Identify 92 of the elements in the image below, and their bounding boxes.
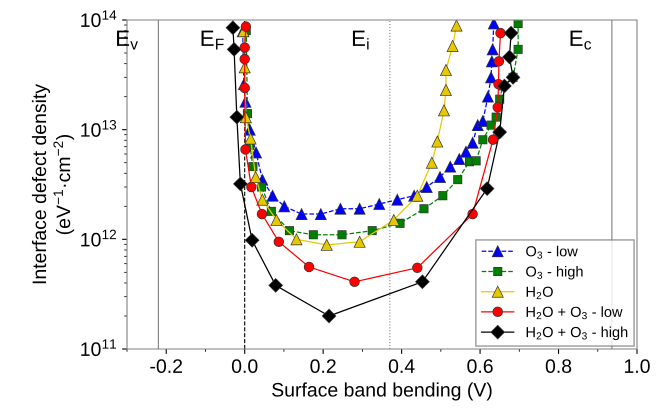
point	[486, 43, 499, 56]
point	[453, 175, 462, 184]
point	[304, 262, 314, 272]
point	[233, 176, 248, 192]
point	[502, 50, 517, 64]
ref-line-label: E$_{F}$	[202, 30, 224, 50]
ref-line-label: E$_{c}$	[570, 30, 592, 50]
point	[244, 233, 260, 248]
point	[314, 208, 327, 220]
point	[412, 262, 423, 274]
point	[334, 202, 346, 215]
legend-label: H$_{2}$O	[526, 286, 553, 300]
point	[488, 134, 498, 145]
point	[492, 102, 503, 112]
legend-label: H$_{2}$O + O$_{3}$ - low	[526, 306, 623, 320]
point	[266, 190, 278, 202]
point	[240, 144, 251, 155]
point	[453, 153, 466, 165]
y-tick-label: 10$^{11}$	[81, 339, 116, 356]
point	[337, 230, 346, 240]
x-tick-label: 0.8	[546, 359, 572, 374]
point	[239, 42, 250, 53]
y-tick-label: 10$^{13}$	[81, 120, 116, 137]
point	[492, 124, 507, 140]
point	[250, 171, 262, 183]
point	[239, 54, 250, 64]
point	[256, 194, 268, 206]
point	[431, 136, 444, 148]
point	[472, 156, 481, 166]
point	[290, 233, 302, 246]
x-axis-title: Surface band bending (V)	[272, 382, 492, 401]
point	[278, 200, 290, 212]
point	[388, 214, 400, 226]
point	[450, 20, 462, 32]
point	[354, 236, 366, 248]
point	[494, 56, 504, 67]
point	[320, 238, 333, 251]
point	[296, 208, 308, 220]
point	[244, 132, 256, 144]
point	[495, 28, 506, 38]
x-tick-label: 0.4	[388, 359, 415, 374]
point	[497, 78, 512, 94]
point	[274, 236, 284, 247]
point	[230, 110, 244, 124]
point	[426, 156, 438, 169]
point	[440, 84, 452, 96]
point	[349, 276, 360, 288]
point	[322, 308, 336, 324]
point	[420, 181, 433, 193]
point	[373, 198, 386, 210]
x-tick-label: 0.2	[310, 359, 336, 374]
point	[226, 42, 242, 57]
point	[239, 82, 250, 94]
point	[411, 190, 424, 202]
legend-label: O$_{3}$ - high	[526, 266, 583, 280]
legend-label: H$_{2}$O + O$_{3}$ - high	[526, 326, 628, 340]
point	[419, 204, 428, 214]
point	[514, 44, 523, 54]
point	[440, 64, 452, 76]
y-axis-title: Interface defect density (eV$^{−1}$·cm$^{−2}$)	[32, 84, 74, 284]
point	[354, 202, 366, 215]
point	[240, 21, 252, 32]
point	[391, 194, 404, 206]
point	[308, 230, 318, 240]
x-tick-label: -0.2	[150, 359, 182, 374]
point	[226, 20, 240, 35]
x-tick-label: 0.0	[232, 359, 258, 374]
point	[506, 70, 520, 85]
point	[504, 26, 518, 40]
point	[514, 20, 523, 28]
x-tick-label: 1.0	[624, 359, 650, 374]
point	[444, 160, 456, 173]
point	[482, 90, 494, 103]
point	[270, 214, 282, 226]
ref-line-label: E$_{v}$	[117, 30, 138, 50]
legend-label: O$_{3}$ - low	[526, 246, 578, 259]
point	[438, 104, 450, 116]
point	[438, 191, 448, 200]
point	[480, 181, 494, 196]
point	[246, 182, 257, 192]
point	[268, 278, 283, 293]
ref-line-label: E$_{i}$	[352, 30, 369, 50]
y-tick-label: 10$^{12}$	[81, 230, 116, 247]
y-tick-label: 10$^{14}$	[81, 10, 116, 28]
point	[478, 135, 488, 144]
point	[434, 171, 446, 183]
point	[256, 208, 268, 220]
x-tick-label: 0.6	[467, 359, 493, 374]
point	[446, 40, 459, 52]
point	[460, 146, 472, 158]
point	[466, 136, 479, 149]
point	[415, 274, 430, 290]
